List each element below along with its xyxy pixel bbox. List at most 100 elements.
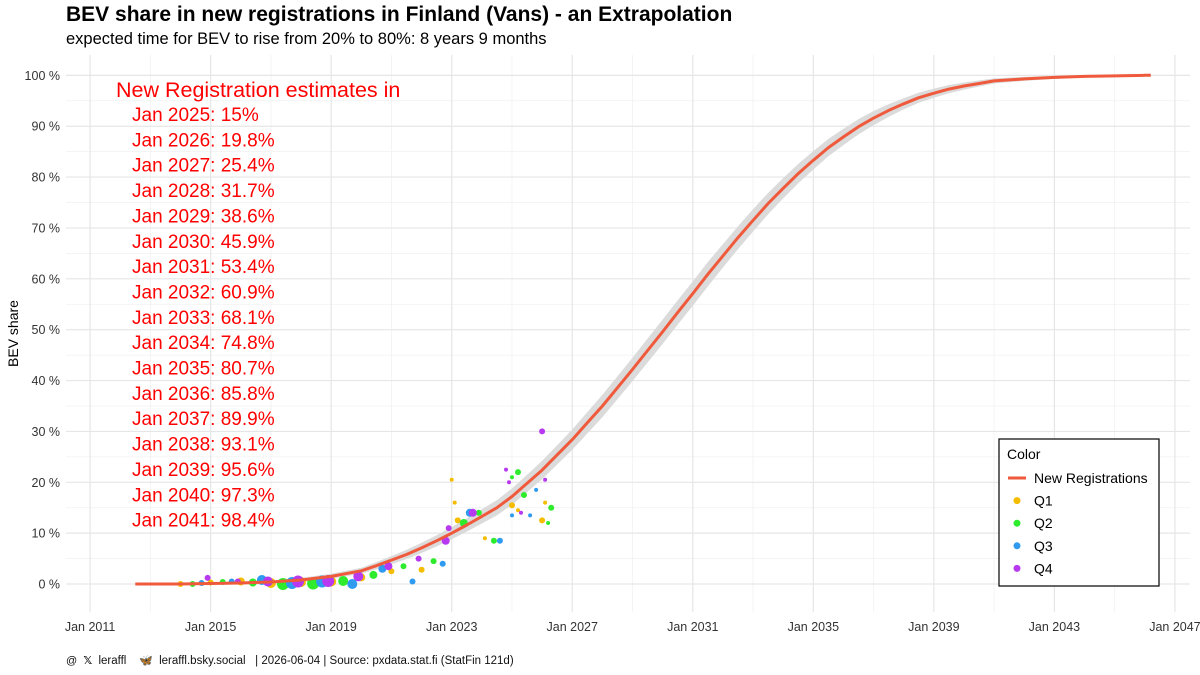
data-point-q1: [539, 517, 546, 524]
annotation-line: Jan 2036: 85.8%: [132, 384, 275, 405]
annotation-line: Jan 2034: 74.8%: [132, 333, 275, 354]
legend-item-label: New Registrations: [1034, 470, 1148, 486]
legend-item-label: Q2: [1034, 515, 1053, 531]
annotation-line: Jan 2041: 98.4%: [132, 511, 275, 532]
y-tick-label: 100 %: [25, 69, 60, 83]
y-tick-label: 80 %: [32, 171, 61, 185]
data-point-q4: [519, 510, 523, 515]
data-point-q3: [510, 513, 514, 518]
data-point-q4: [415, 555, 422, 562]
data-point-q4: [504, 467, 508, 472]
new-registrations-curve: [135, 73, 1151, 586]
x-tick-label: Jan 2047: [1149, 620, 1200, 634]
annotation-line: Jan 2033: 68.1%: [132, 308, 275, 329]
data-point-q4: [384, 562, 393, 571]
annotation-line: Jan 2031: 53.4%: [132, 257, 275, 278]
butterfly-icon: 🦋: [139, 655, 153, 667]
data-point-q4: [543, 477, 548, 482]
annotation-heading: New Registration estimates in: [116, 78, 400, 102]
data-point-q2: [490, 537, 497, 544]
legend-key-point: [1013, 564, 1021, 572]
data-point-q1: [482, 536, 487, 541]
annotation-line: Jan 2026: 19.8%: [132, 130, 275, 151]
data-point-q2: [400, 563, 407, 570]
x-tick-label: Jan 2023: [426, 620, 477, 634]
x-tick-label: Jan 2031: [667, 620, 718, 634]
annotation-line: Jan 2035: 80.7%: [132, 359, 275, 380]
annotation-line: Jan 2039: 95.6%: [132, 460, 275, 481]
x-tick-label: Jan 2019: [305, 620, 356, 634]
data-point-q1: [543, 500, 548, 505]
data-point-q2: [307, 577, 320, 590]
x-tick-label: Jan 2039: [908, 620, 959, 634]
y-tick-label: 50 %: [32, 323, 61, 337]
x-tick-label: Jan 2011: [65, 620, 116, 634]
data-point-q3: [534, 487, 539, 492]
x-tick-label: Jan 2027: [547, 620, 598, 634]
data-point-q2: [475, 509, 482, 516]
chart-subtitle: expected time for BEV to rise from 20% t…: [66, 30, 547, 48]
y-tick-label: 0 %: [38, 578, 60, 592]
data-point-q1: [418, 566, 425, 573]
x-tick-label: Jan 2015: [185, 620, 236, 634]
y-axis-title: BEV share: [5, 300, 21, 367]
data-point-q2: [510, 475, 514, 480]
caption-source: | Source: pxdata.stat.fi (StatFin 121d): [323, 655, 514, 667]
y-tick-label: 70 %: [32, 221, 61, 235]
data-point-q3: [496, 537, 503, 544]
data-point-q1: [452, 500, 457, 505]
legend-key-point: [1013, 497, 1021, 505]
data-point-q3: [409, 578, 416, 585]
data-point-q2: [338, 576, 349, 586]
legend-item-label: Q4: [1034, 560, 1053, 576]
data-point-q2: [430, 558, 437, 565]
legend-item-label: Q1: [1034, 493, 1053, 509]
legend-box: [998, 438, 1160, 587]
legend: Color New Registrations Q1 Q2 Q3 Q4: [998, 438, 1160, 587]
caption-handle-x: leraffl: [98, 655, 127, 667]
data-point-q2: [548, 504, 555, 511]
y-tick-label: 40 %: [32, 374, 61, 388]
grid-lines: [66, 55, 1190, 612]
y-tick-label: 20 %: [32, 476, 61, 490]
data-point-q4: [445, 525, 452, 532]
y-tick-label: 90 %: [32, 120, 61, 134]
y-tick-label: 10 %: [32, 527, 61, 541]
data-point-q1: [509, 502, 515, 509]
data-point-q4: [507, 480, 511, 485]
threads-icon: @: [66, 655, 78, 667]
annotation-line: Jan 2030: 45.9%: [132, 232, 275, 253]
data-point-q1: [454, 517, 461, 524]
data-point-q2: [546, 521, 551, 525]
y-tick-label: 60 %: [32, 272, 61, 286]
data-point-q4: [204, 574, 211, 581]
data-point-q1: [516, 508, 520, 513]
legend-key-point: [1013, 542, 1021, 550]
annotation-line: Jan 2037: 89.9%: [132, 409, 275, 430]
chart-title: BEV share in new registrations in Finlan…: [66, 3, 733, 26]
data-point-q3: [378, 564, 387, 573]
annotation-line: Jan 2028: 31.7%: [132, 181, 275, 202]
data-point-q4: [468, 508, 477, 517]
data-point-q2: [521, 492, 527, 498]
y-tick-label: 30 %: [32, 425, 61, 439]
annotation-line: Jan 2040: 97.3%: [132, 485, 275, 506]
data-point-q4: [539, 428, 546, 435]
x-tick-label: Jan 2035: [788, 620, 839, 634]
data-point-q4: [353, 571, 364, 582]
annotation-line: Jan 2032: 60.9%: [132, 282, 275, 303]
x-tick-label: Jan 2043: [1029, 620, 1080, 634]
data-point-q2: [369, 570, 378, 579]
data-point-q1: [449, 477, 454, 482]
data-point-q3: [528, 513, 533, 518]
annotation-line: Jan 2027: 25.4%: [132, 156, 275, 177]
data-point-q3: [347, 579, 358, 589]
annotation-line: Jan 2038: 93.1%: [132, 435, 275, 456]
legend-title: Color: [1007, 446, 1041, 462]
caption-handle-bsky: leraffl.bsky.social: [159, 655, 246, 667]
legend-item-label: Q3: [1034, 538, 1053, 554]
data-point-q3: [439, 560, 446, 567]
annotation-line: Jan 2029: 38.6%: [132, 206, 275, 227]
legend-key-point: [1013, 519, 1021, 527]
caption: @ 𝕏 leraffl 🦋 leraffl.bsky.social | 2026…: [66, 654, 514, 667]
